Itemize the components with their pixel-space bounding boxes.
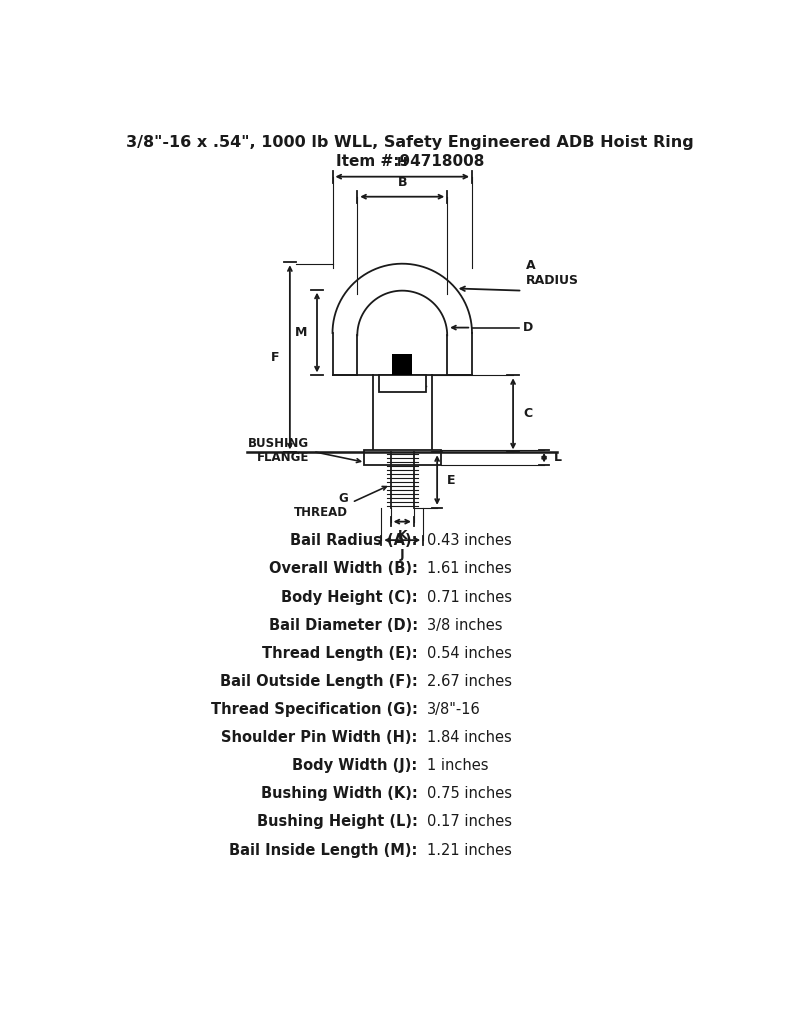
- Text: 0.43 inches: 0.43 inches: [427, 534, 512, 548]
- Text: Body Width (J):: Body Width (J):: [293, 758, 418, 773]
- Text: M: M: [294, 326, 307, 339]
- Text: 1 inches: 1 inches: [427, 758, 489, 773]
- Text: Body Height (C):: Body Height (C):: [281, 589, 418, 605]
- Text: G: G: [338, 492, 348, 505]
- Text: Thread Length (E):: Thread Length (E):: [262, 645, 418, 661]
- Text: Bail Outside Length (F):: Bail Outside Length (F):: [220, 673, 418, 689]
- Text: 1.61 inches: 1.61 inches: [427, 562, 512, 576]
- Text: 0.71 inches: 0.71 inches: [427, 589, 512, 605]
- Text: D: D: [522, 321, 533, 334]
- Text: THREAD: THREAD: [294, 506, 348, 519]
- Text: 0.75 inches: 0.75 inches: [427, 786, 512, 801]
- Text: A
RADIUS: A RADIUS: [526, 259, 579, 287]
- Text: 3/8"-16: 3/8"-16: [427, 702, 481, 717]
- Text: H: H: [397, 156, 407, 169]
- Text: Overall Width (B):: Overall Width (B):: [269, 562, 418, 576]
- Text: 1.84 inches: 1.84 inches: [427, 730, 512, 745]
- Text: Thread Specification (G):: Thread Specification (G):: [211, 702, 418, 717]
- Text: B: B: [398, 176, 407, 189]
- Text: E: E: [447, 473, 456, 487]
- Text: Shoulder Pin Width (H):: Shoulder Pin Width (H):: [222, 730, 418, 745]
- Text: J: J: [400, 548, 405, 560]
- Text: 1.21 inches: 1.21 inches: [427, 842, 512, 858]
- Text: Bushing Width (K):: Bushing Width (K):: [261, 786, 418, 801]
- Text: Bail Radius (A):: Bail Radius (A):: [290, 534, 418, 548]
- Text: L: L: [554, 452, 562, 464]
- Text: 0.54 inches: 0.54 inches: [427, 645, 512, 661]
- Bar: [392, 353, 412, 375]
- Text: BUSHING: BUSHING: [248, 437, 310, 451]
- Text: 2.67 inches: 2.67 inches: [427, 673, 512, 689]
- Text: Bail Inside Length (M):: Bail Inside Length (M):: [230, 842, 418, 858]
- Text: F: F: [271, 351, 280, 364]
- Text: C: C: [523, 407, 532, 421]
- Text: FLANGE: FLANGE: [257, 452, 310, 464]
- Text: 3/8 inches: 3/8 inches: [427, 617, 502, 633]
- Text: Bushing Height (L):: Bushing Height (L):: [257, 814, 418, 830]
- Text: 0.17 inches: 0.17 inches: [427, 814, 512, 830]
- Text: Item #:94718008: Item #:94718008: [336, 153, 484, 169]
- Text: K: K: [398, 529, 407, 542]
- Bar: [363, 450, 441, 465]
- Bar: [379, 375, 426, 393]
- Text: 3/8"-16 x .54", 1000 lb WLL, Safety Engineered ADB Hoist Ring: 3/8"-16 x .54", 1000 lb WLL, Safety Engi…: [126, 136, 694, 150]
- Text: Bail Diameter (D):: Bail Diameter (D):: [269, 617, 418, 633]
